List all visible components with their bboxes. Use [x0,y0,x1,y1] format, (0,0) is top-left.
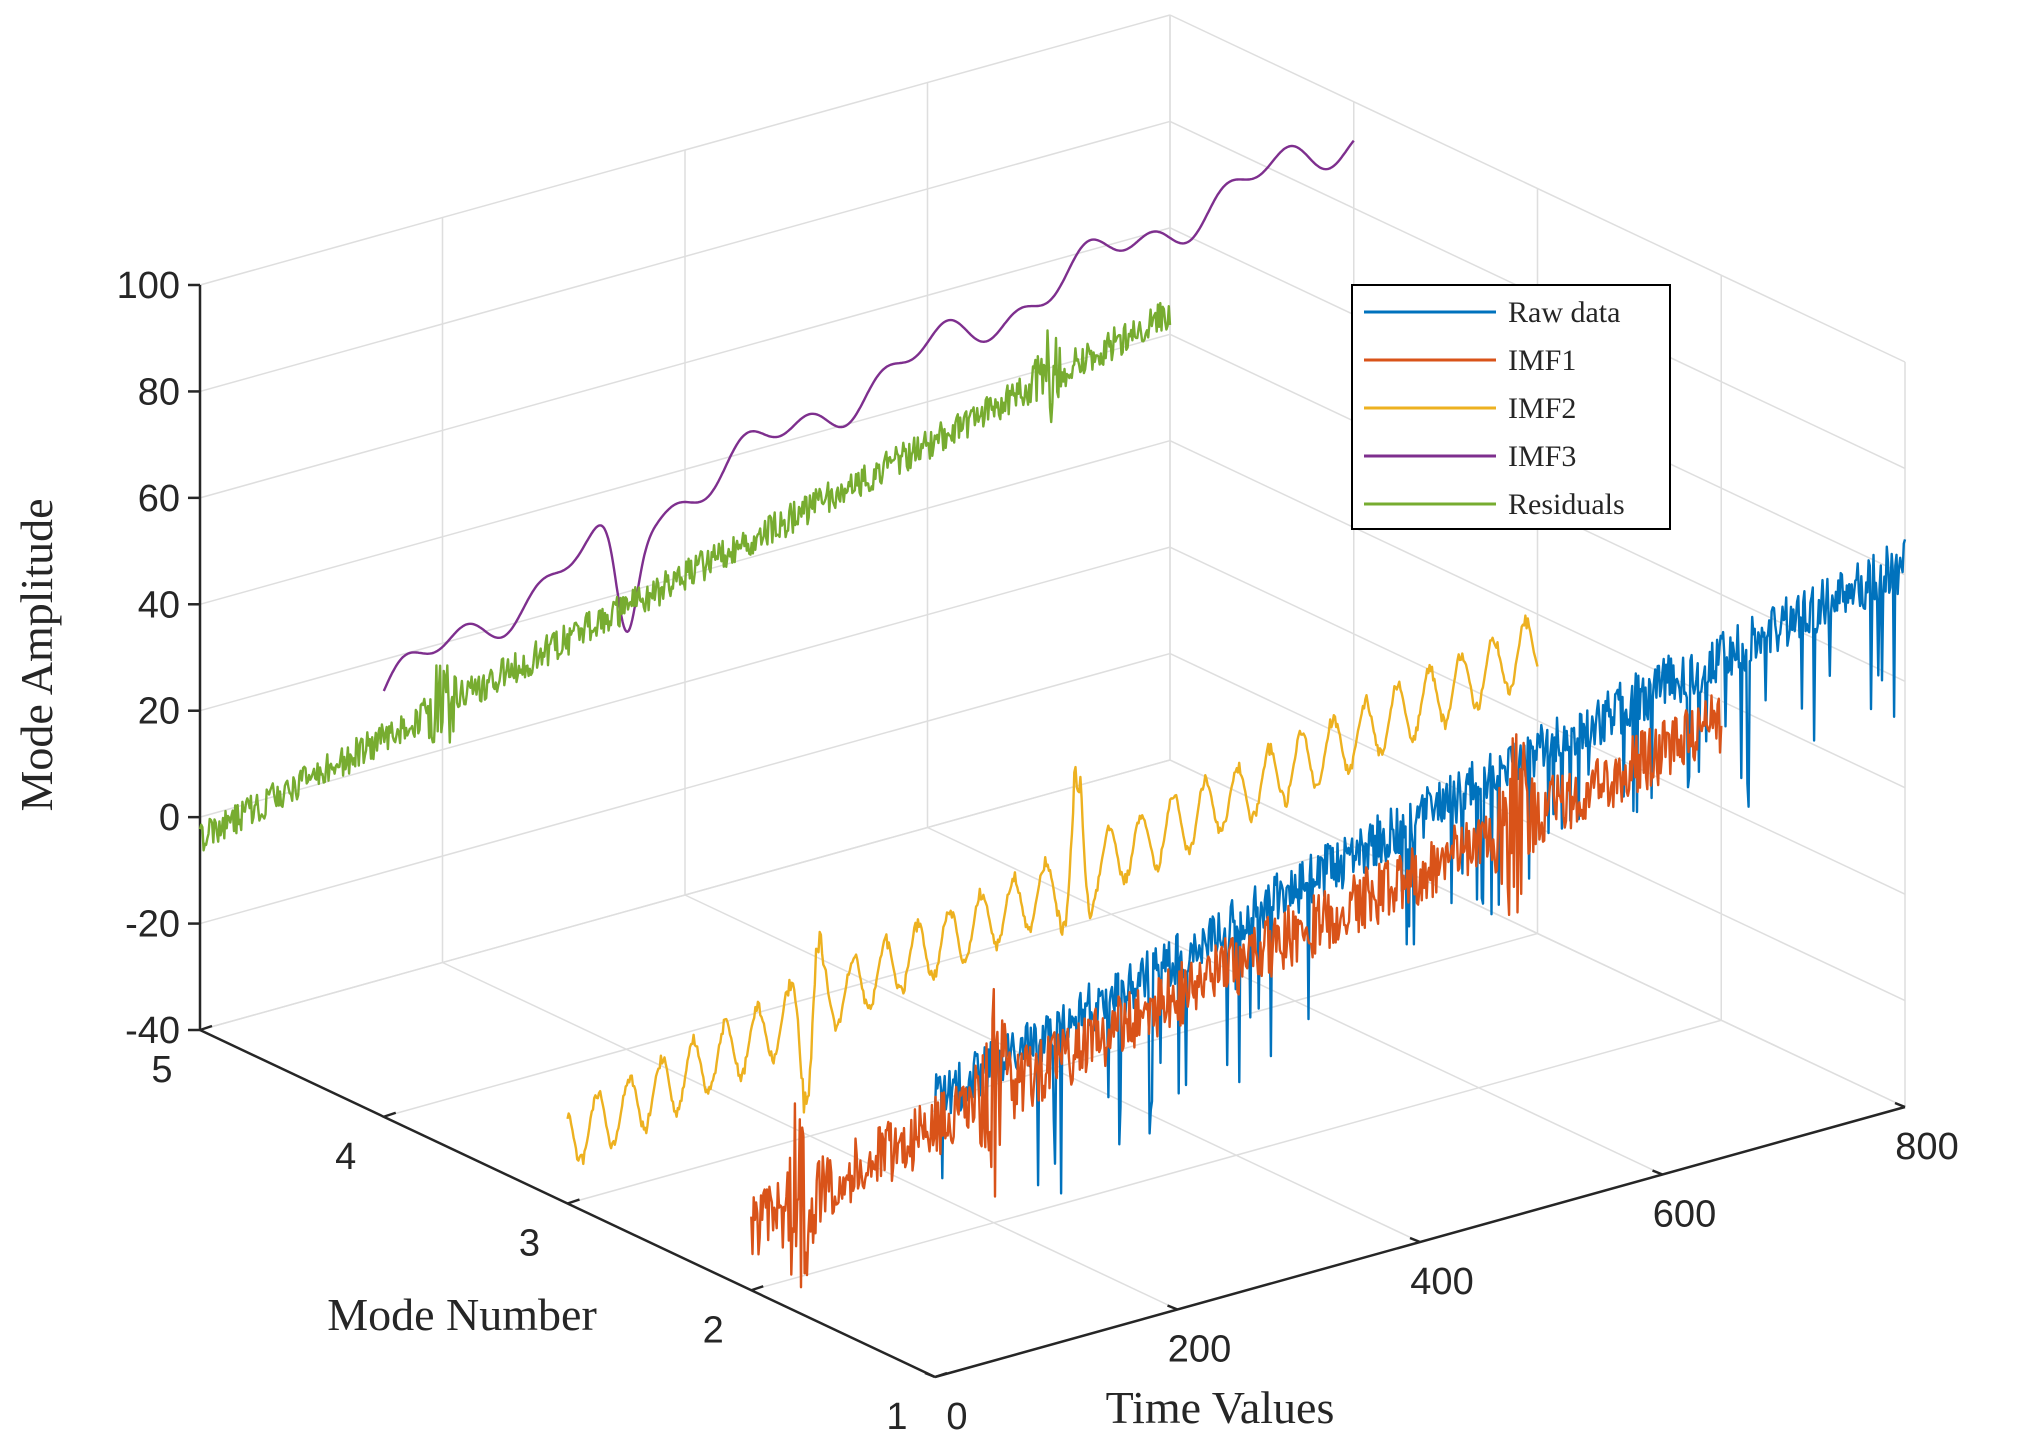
y-axis-title: Mode Number [327,1289,597,1340]
ticks: 0 200 400 600 800 1 2 3 4 5-40 -20 0 20 40 60 80 100 [117,265,1959,1438]
y-tick-label: 4 [335,1136,356,1178]
legend-label: Raw data [1508,296,1620,329]
y-tick-mark [934,1371,948,1379]
x-tick-label: 200 [1168,1329,1231,1371]
grid-line-back-z [199,652,1171,925]
y-tick-mark [199,1024,213,1032]
z-tick-label: 80 [138,371,180,413]
series-line-imf3 [382,139,1355,692]
series-line-imf1 [750,694,1723,1289]
legend: Raw data IMF1 IMF2 IMF3 Residuals [1351,284,1671,530]
series-line-residuals [198,301,1172,852]
legend-label: IMF2 [1508,392,1576,425]
x-tick-label: 0 [946,1396,967,1438]
z-tick-label: 60 [138,478,180,520]
y-tick-mark [567,1198,580,1205]
x-tick-mark [1409,1236,1421,1244]
x-tick-label: 800 [1895,1126,1958,1168]
z-tick-label: 0 [159,797,180,839]
z-tick-label: 20 [138,691,180,733]
z-tick-label: 100 [117,265,180,307]
grid-line-floor-y [383,846,1354,1118]
grid-line-side-z [1169,14,1906,363]
z-tick-label: -40 [125,1010,180,1052]
grid-line-back-z [199,120,1171,393]
series-lines [198,139,1907,1289]
legend-label: IMF3 [1508,440,1576,473]
x-tick-mark [1167,1304,1178,1311]
z-tick-label: -20 [125,904,180,946]
grid-line-side-z [1169,546,1906,895]
y-tick-label: 2 [703,1309,724,1351]
grid-line-side-z [1169,440,1906,789]
x-tick-mark [924,1371,936,1379]
series-line-raw-data [933,539,1907,1195]
legend-label: Residuals [1508,488,1625,521]
y-tick-mark [750,1285,764,1292]
grid-line-back-z [199,227,1171,499]
legend-label: IMF1 [1508,344,1576,377]
grid-line-back-z [199,14,1171,286]
y-tick-label: 3 [519,1223,540,1265]
grid-line-floor-y [751,1019,1722,1291]
z-tick-label: 40 [138,584,180,626]
x-tick-mark [1652,1169,1663,1176]
grid-line-back-z [199,333,1171,606]
y-tick-label: 1 [886,1396,907,1438]
series-line-imf2 [566,614,1539,1166]
grid-line-back-z [199,546,1171,818]
z-axis-title: Mode Amplitude [11,498,62,811]
x-tick-label: 600 [1653,1194,1716,1236]
grid-line-floor-y [199,759,1171,1031]
y-tick-label: 5 [151,1049,172,1091]
x-tick-mark [1894,1101,1906,1109]
y-tick-mark [383,1111,397,1118]
x-tick-label: 400 [1410,1261,1473,1303]
x-axis-title: Time Values [1106,1382,1335,1433]
